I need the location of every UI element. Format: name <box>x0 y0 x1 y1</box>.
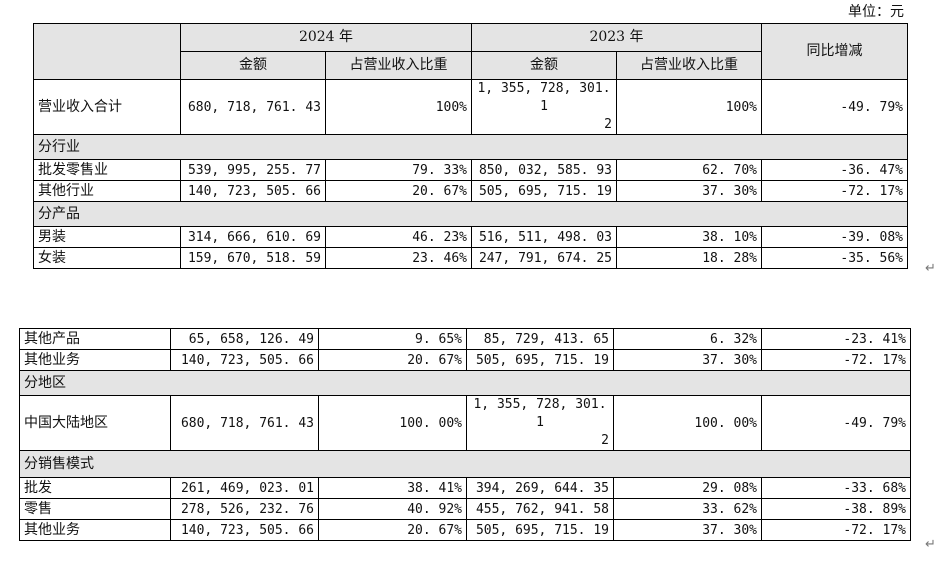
row-label: 批发零售业 <box>33 159 181 181</box>
amount-line-2: 2 <box>601 433 609 448</box>
paragraph-return-icon: ↵ <box>925 261 936 276</box>
cell-yoy: -38. 89% <box>761 498 911 520</box>
cell-ratio-2024: 9. 65% <box>318 328 467 350</box>
row-label: 其他行业 <box>33 180 181 202</box>
cell-amount-2024: 140, 723, 505. 66 <box>180 180 326 202</box>
revenue-table-part1: 2024 年 2023 年 同比增减 金额 占营业收入比重 金额 占营业收入比重… <box>33 23 908 269</box>
header-yoy: 同比增减 <box>761 23 908 80</box>
section-header-industry: 分行业 <box>33 134 908 160</box>
cell-ratio-2023: 62. 70% <box>616 159 762 181</box>
row-label: 女装 <box>33 247 181 269</box>
cell-amount-2024: 314, 666, 610. 69 <box>180 226 326 248</box>
row-label: 营业收入合计 <box>33 79 181 135</box>
amount-line-1: 1, 355, 728, 301. 1 <box>477 81 611 114</box>
cell-amount-2024: 278, 526, 232. 76 <box>170 498 319 520</box>
revenue-table-part2: 其他产品 65, 658, 126. 49 9. 65% 85, 729, 41… <box>19 328 911 541</box>
cell-yoy: -36. 47% <box>761 159 908 181</box>
row-label: 其他业务 <box>19 519 171 541</box>
cell-ratio-2023: 100% <box>616 79 762 135</box>
header-amount-2024: 金额 <box>180 51 326 80</box>
cell-ratio-2024: 100. 00% <box>318 395 467 451</box>
amount-line-1: 1, 355, 728, 301. 1 <box>473 397 607 430</box>
row-label: 零售 <box>19 498 171 520</box>
cell-ratio-2023: 37. 30% <box>613 349 762 371</box>
row-label: 批发 <box>19 477 171 499</box>
cell-yoy: -39. 08% <box>761 226 908 248</box>
table-row: 零售 278, 526, 232. 76 40. 92% 455, 762, 9… <box>19 498 911 520</box>
row-label: 男装 <box>33 226 181 248</box>
cell-ratio-2023: 38. 10% <box>616 226 762 248</box>
amount-line-2: 2 <box>604 117 612 132</box>
header-ratio-2023: 占营业收入比重 <box>616 51 762 80</box>
table-row-total: 营业收入合计 680, 718, 761. 43 100% 1, 355, 72… <box>33 79 908 135</box>
cell-ratio-2023: 18. 28% <box>616 247 762 269</box>
cell-amount-2024: 159, 670, 518. 59 <box>180 247 326 269</box>
cell-amount-2023: 85, 729, 413. 65 <box>466 328 614 350</box>
section-header-sales-mode: 分销售模式 <box>19 450 911 478</box>
cell-ratio-2024: 38. 41% <box>318 477 467 499</box>
cell-ratio-2023: 33. 62% <box>613 498 762 520</box>
table-row-region: 中国大陆地区 680, 718, 761. 43 100. 00% 1, 355… <box>19 395 911 451</box>
cell-amount-2024: 65, 658, 126. 49 <box>170 328 319 350</box>
header-ratio-2024: 占营业收入比重 <box>325 51 472 80</box>
cell-ratio-2023: 37. 30% <box>616 180 762 202</box>
section-header-region: 分地区 <box>19 370 911 396</box>
cell-amount-2023: 505, 695, 715. 19 <box>466 349 614 371</box>
cell-yoy: -49. 79% <box>761 395 911 451</box>
row-label: 其他业务 <box>19 349 171 371</box>
table-row: 其他业务 140, 723, 505. 66 20. 67% 505, 695,… <box>19 349 911 371</box>
table-row: 女装 159, 670, 518. 59 23. 46% 247, 791, 6… <box>33 247 908 269</box>
cell-ratio-2023: 37. 30% <box>613 519 762 541</box>
header-blank <box>33 23 181 80</box>
cell-amount-2023: 505, 695, 715. 19 <box>466 519 614 541</box>
cell-amount-2023: 1, 355, 728, 301. 1 2 <box>466 395 614 451</box>
cell-amount-2023: 516, 511, 498. 03 <box>471 226 617 248</box>
cell-amount-2023: 1, 355, 728, 301. 1 2 <box>471 79 617 135</box>
section-header-product: 分产品 <box>33 201 908 227</box>
table-row: 其他行业 140, 723, 505. 66 20. 67% 505, 695,… <box>33 180 908 202</box>
unit-label: 单位：元 <box>848 4 904 20</box>
cell-amount-2024: 539, 995, 255. 77 <box>180 159 326 181</box>
cell-amount-2024: 140, 723, 505. 66 <box>170 519 319 541</box>
cell-ratio-2024: 46. 23% <box>325 226 472 248</box>
paragraph-return-icon: ↵ <box>925 537 936 552</box>
cell-ratio-2024: 79. 33% <box>325 159 472 181</box>
cell-amount-2023: 247, 791, 674. 25 <box>471 247 617 269</box>
cell-yoy: -72. 17% <box>761 180 908 202</box>
cell-amount-2023: 850, 032, 585. 93 <box>471 159 617 181</box>
cell-yoy: -72. 17% <box>761 349 911 371</box>
cell-ratio-2024: 23. 46% <box>325 247 472 269</box>
cell-amount-2023: 455, 762, 941. 58 <box>466 498 614 520</box>
cell-amount-2023: 394, 269, 644. 35 <box>466 477 614 499</box>
cell-amount-2024: 680, 718, 761. 43 <box>180 79 326 135</box>
cell-yoy: -35. 56% <box>761 247 908 269</box>
table-row: 批发零售业 539, 995, 255. 77 79. 33% 850, 032… <box>33 159 908 181</box>
cell-yoy: -23. 41% <box>761 328 911 350</box>
cell-ratio-2023: 100. 00% <box>613 395 762 451</box>
row-label: 其他产品 <box>19 328 171 350</box>
cell-amount-2023: 505, 695, 715. 19 <box>471 180 617 202</box>
cell-ratio-2024: 20. 67% <box>318 349 467 371</box>
table-row: 其他产品 65, 658, 126. 49 9. 65% 85, 729, 41… <box>19 328 911 350</box>
cell-yoy: -49. 79% <box>761 79 908 135</box>
cell-amount-2024: 261, 469, 023. 01 <box>170 477 319 499</box>
table-row: 男装 314, 666, 610. 69 46. 23% 516, 511, 4… <box>33 226 908 248</box>
cell-ratio-2024: 20. 67% <box>318 519 467 541</box>
cell-ratio-2023: 29. 08% <box>613 477 762 499</box>
cell-ratio-2023: 6. 32% <box>613 328 762 350</box>
cell-ratio-2024: 100% <box>325 79 472 135</box>
cell-yoy: -33. 68% <box>761 477 911 499</box>
header-year-2024: 2024 年 <box>180 23 472 52</box>
header-year-2023: 2023 年 <box>471 23 762 52</box>
header-amount-2023: 金额 <box>471 51 617 80</box>
table-row: 批发 261, 469, 023. 01 38. 41% 394, 269, 6… <box>19 477 911 499</box>
cell-ratio-2024: 40. 92% <box>318 498 467 520</box>
row-label: 中国大陆地区 <box>19 395 171 451</box>
cell-amount-2024: 140, 723, 505. 66 <box>170 349 319 371</box>
table-row: 其他业务 140, 723, 505. 66 20. 67% 505, 695,… <box>19 519 911 541</box>
cell-ratio-2024: 20. 67% <box>325 180 472 202</box>
cell-yoy: -72. 17% <box>761 519 911 541</box>
cell-amount-2024: 680, 718, 761. 43 <box>170 395 319 451</box>
